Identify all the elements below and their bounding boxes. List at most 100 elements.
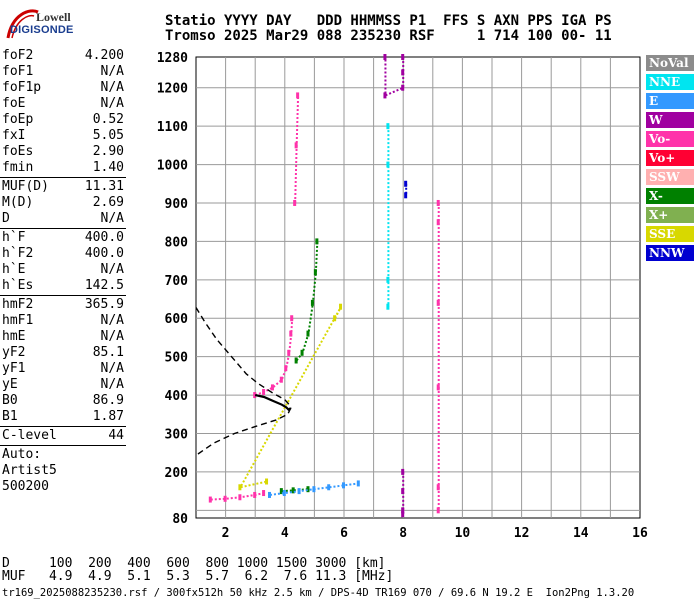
legend-entry: X+ [646,207,694,223]
param-value: 85.1 [92,345,124,360]
param-label: foE [2,96,26,111]
param-value: 4.200 [84,48,124,63]
param-value: 400.0 [84,246,124,261]
echo-point [279,488,283,495]
param-row: foF1p N/A [0,80,126,96]
param-label: h`E [2,262,26,277]
echo-point [284,365,288,372]
param-label: M(D) [2,195,34,210]
param-row: fmin 1.40 [0,160,126,176]
param-row: h`F2 400.0 [0,246,126,262]
legend-entry: NNE [646,74,694,90]
param-row: hmF1 N/A [0,313,126,329]
param-label: h`F [2,230,26,245]
param-label: fxI [2,128,26,143]
echo-point [312,486,316,493]
x-tick-label: 14 [573,526,589,541]
echo-point [268,491,271,498]
y-tick-label: 600 [165,312,189,327]
param-value: 142.5 [84,278,124,293]
param-row: B1 1.87 [0,409,126,425]
digisonde-logo [6,9,39,39]
param-value: 11.31 [84,179,124,194]
logo-lowell-text: Lowell [36,10,71,24]
legend-entry: W [646,112,694,128]
y-tick-label: 300 [165,427,189,442]
param-row: fxI 5.05 [0,128,126,144]
param-value: N/A [100,96,124,111]
param-row: yF2 85.1 [0,345,126,361]
param-row: foF2 4.200 [0,48,126,64]
param-separator [0,295,126,296]
echo-point [436,384,440,391]
echo-point [262,490,266,497]
param-note: Artist5 [2,463,57,478]
param-label: h`Es [2,278,34,293]
echo-point [265,478,269,485]
echo-point [310,299,314,306]
param-label: foF1 [2,64,34,79]
param-note: Auto: [2,447,42,462]
echo-point [291,487,295,494]
param-separator [0,445,126,446]
param-value: N/A [100,329,124,344]
echo-point [436,484,440,491]
echo-point [287,349,291,356]
echo-point [306,486,310,493]
echo-point [401,54,405,60]
legend-entry: NoVal [646,55,694,71]
echo-point [270,384,274,391]
legend-entry: E [646,93,694,109]
param-row: yF1 N/A [0,361,126,377]
legend-entry: Vo- [646,131,694,147]
echo-point [296,92,300,99]
param-row: MUF(D) 11.31 [0,179,126,195]
y-tick-label: 700 [165,274,189,289]
echo-point [327,484,331,491]
param-value: N/A [100,262,124,277]
param-value: 2.90 [92,144,124,159]
echo-point [282,490,286,497]
y-tick-label: 80 [172,512,188,527]
echo-point [386,123,390,130]
echo-point [253,491,257,498]
y-tick-label: 500 [165,351,189,366]
echo-point [208,496,212,503]
echo-point [262,388,266,395]
echo-point [294,357,298,364]
echo-point [333,315,337,322]
param-separator [0,426,126,427]
x-tick-label: 10 [455,526,471,541]
legend-entry: Vo+ [646,150,694,166]
echo-point [306,330,310,337]
param-label: hmF1 [2,313,34,328]
param-value: 1.87 [92,409,124,424]
echo-point [294,142,298,149]
param-label: yF2 [2,345,26,360]
echo-point [386,303,390,310]
echo-point [386,276,390,283]
echo-point [313,269,317,276]
echo-trace [295,241,319,362]
echo-traces [208,54,440,518]
param-value: N/A [100,64,124,79]
echo-point [401,507,405,514]
param-separator [0,228,126,229]
echo-point [401,488,405,495]
echo-point [404,180,408,187]
echo-point [223,495,227,502]
param-label: foEs [2,144,34,159]
echo-point [383,92,387,99]
param-row: foEs 2.90 [0,144,126,160]
echo-point [290,315,294,322]
param-value: 365.9 [84,297,124,312]
x-tick-label: 4 [281,526,289,541]
parameter-panel: foF2 4.200 foF1 N/A foF1p N/A foE N/A foEp 0.52 fx… [0,48,126,495]
param-row: foF1 N/A [0,64,126,80]
param-separator [0,177,126,178]
param-row: foE N/A [0,96,126,112]
param-label: h`F2 [2,246,34,261]
axis-ticks: 2 4 6 8 10 12 14 16 80 200 300 400 500 600 700 800 900 10… [157,51,648,541]
echo-trace [269,482,359,496]
echo-trace [254,318,294,397]
